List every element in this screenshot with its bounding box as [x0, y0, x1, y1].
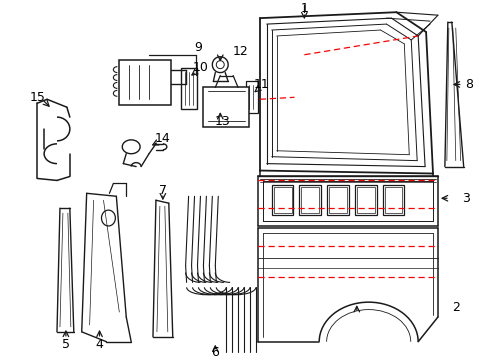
Bar	[119, 60, 170, 105]
Text: 6: 6	[211, 346, 219, 359]
Bar	[384, 187, 402, 213]
Text: 12: 12	[232, 45, 247, 58]
Bar	[299, 185, 321, 215]
Text: 2: 2	[451, 301, 459, 314]
Bar	[326, 185, 348, 215]
Text: 10: 10	[192, 61, 208, 74]
Text: 5: 5	[62, 338, 70, 351]
Bar	[328, 187, 346, 213]
Bar	[203, 87, 248, 127]
Bar	[382, 185, 404, 215]
Text: 3: 3	[461, 192, 468, 205]
Text: 11: 11	[253, 78, 269, 91]
Text: 13: 13	[214, 114, 230, 127]
Bar	[271, 185, 293, 215]
Text: 4: 4	[95, 338, 103, 351]
Text: 9: 9	[194, 41, 202, 54]
Text: 8: 8	[465, 78, 473, 91]
Bar	[356, 187, 374, 213]
Bar	[301, 187, 319, 213]
Bar	[180, 68, 196, 109]
Text: 1: 1	[300, 2, 307, 15]
Bar	[354, 185, 376, 215]
Bar	[245, 81, 257, 113]
Text: 7: 7	[159, 184, 166, 197]
Text: 15: 15	[29, 91, 45, 104]
Text: 14: 14	[155, 132, 170, 145]
Bar	[273, 187, 291, 213]
